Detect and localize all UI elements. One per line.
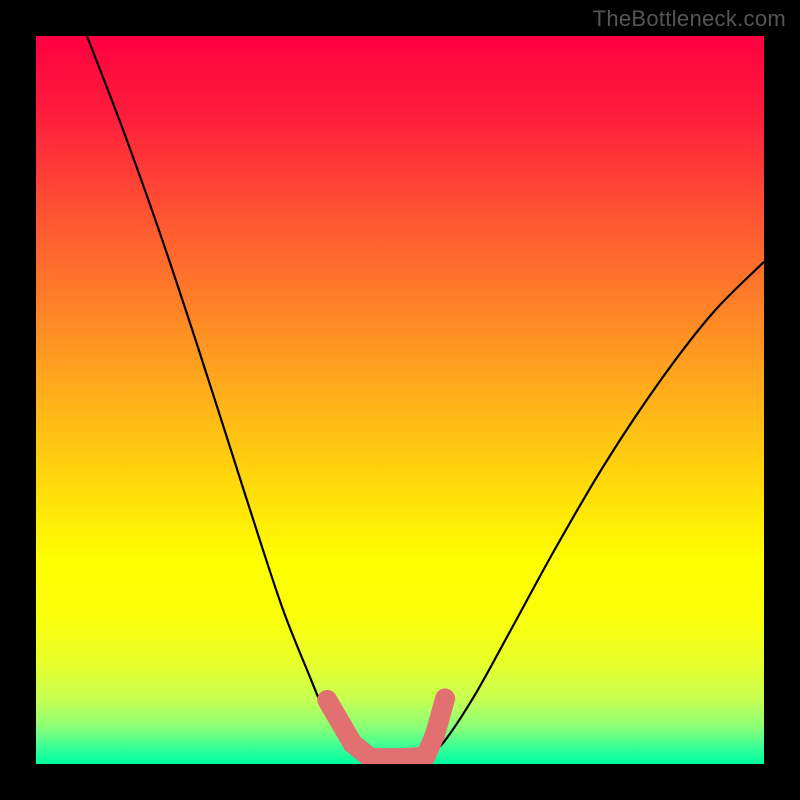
highlight-marker [327, 698, 445, 758]
watermark-text: TheBottleneck.com [593, 6, 786, 32]
plot-area [36, 36, 764, 764]
left-curve [87, 36, 371, 760]
right-curve [425, 262, 764, 761]
chart-frame: TheBottleneck.com [0, 0, 800, 800]
curves-overlay [36, 36, 764, 764]
